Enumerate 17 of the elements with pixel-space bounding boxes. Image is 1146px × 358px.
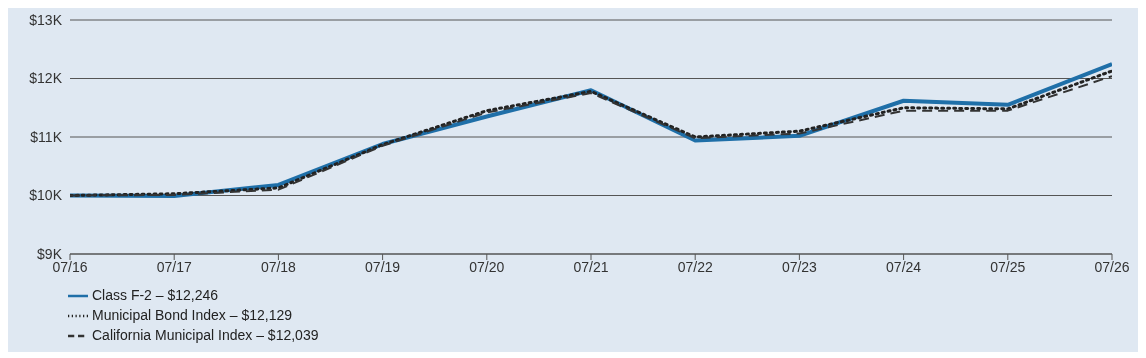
x-tick-label: 07/26 [1094, 258, 1130, 275]
x-tick-label: 07/19 [365, 258, 401, 275]
x-tick-label: 07/18 [260, 258, 297, 275]
x-tick-label: 07/24 [886, 258, 922, 275]
legend-label: Municipal Bond Index – $12,129 [92, 306, 293, 323]
legend-label: Class F-2 – $12,246 [92, 286, 219, 303]
y-tick-label: $13K [29, 11, 63, 28]
legend-label: California Municipal Index – $12,039 [92, 326, 319, 343]
x-tick-label: 07/23 [781, 258, 818, 275]
x-tick-label: 07/25 [990, 258, 1026, 275]
x-tick-label: 07/20 [469, 258, 505, 275]
x-tick-label: 07/21 [573, 258, 609, 275]
y-tick-label: $11K [30, 128, 63, 145]
y-tick-label: $12K [29, 70, 63, 87]
y-tick-label: $10K [29, 187, 63, 204]
x-tick-label: 07/17 [156, 258, 192, 275]
x-tick-label: 07/22 [677, 258, 713, 275]
